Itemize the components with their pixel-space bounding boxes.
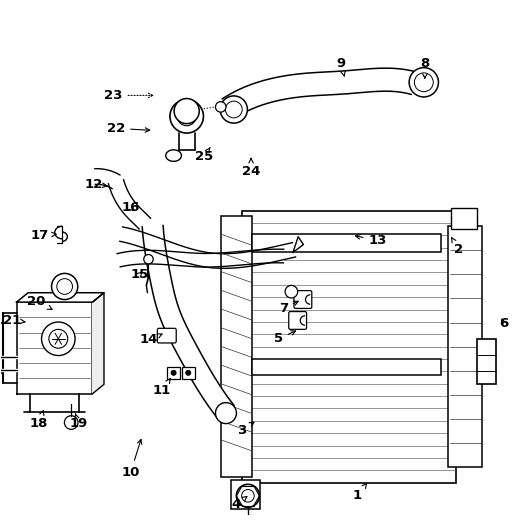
Text: 11: 11 xyxy=(153,379,171,397)
Text: 12: 12 xyxy=(85,178,107,191)
Polygon shape xyxy=(120,227,296,268)
Circle shape xyxy=(171,370,176,375)
Text: 24: 24 xyxy=(242,158,260,178)
Bar xyxy=(252,234,440,252)
Polygon shape xyxy=(17,293,104,302)
Text: 13: 13 xyxy=(355,234,387,247)
Circle shape xyxy=(215,101,226,112)
Text: 4: 4 xyxy=(232,496,247,511)
Text: 22: 22 xyxy=(107,122,150,135)
Polygon shape xyxy=(17,302,92,394)
Circle shape xyxy=(51,273,78,299)
Text: 25: 25 xyxy=(195,147,213,163)
Text: 15: 15 xyxy=(130,268,149,281)
Text: 5: 5 xyxy=(274,331,296,345)
Polygon shape xyxy=(95,169,120,189)
Circle shape xyxy=(186,370,191,375)
Bar xyxy=(220,216,252,477)
Circle shape xyxy=(238,487,253,502)
Bar xyxy=(252,358,440,375)
Text: 21: 21 xyxy=(3,314,25,327)
Circle shape xyxy=(409,67,438,97)
Text: 16: 16 xyxy=(121,201,140,215)
Text: 18: 18 xyxy=(29,410,48,430)
Text: 20: 20 xyxy=(27,295,52,310)
Circle shape xyxy=(414,73,433,92)
Polygon shape xyxy=(109,179,151,229)
Circle shape xyxy=(57,279,72,294)
Text: 14: 14 xyxy=(140,333,162,346)
Circle shape xyxy=(49,329,68,348)
Circle shape xyxy=(65,416,78,430)
Bar xyxy=(167,366,180,379)
Polygon shape xyxy=(222,68,417,118)
FancyBboxPatch shape xyxy=(289,312,307,329)
Polygon shape xyxy=(117,249,284,267)
Text: 10: 10 xyxy=(121,440,142,479)
Circle shape xyxy=(144,254,153,264)
Circle shape xyxy=(174,99,200,124)
Circle shape xyxy=(242,490,254,502)
Circle shape xyxy=(170,100,204,133)
Bar xyxy=(242,210,456,483)
Circle shape xyxy=(220,96,247,123)
Circle shape xyxy=(177,107,196,126)
FancyBboxPatch shape xyxy=(294,290,312,309)
Polygon shape xyxy=(142,226,234,418)
Bar xyxy=(182,366,195,379)
Circle shape xyxy=(215,402,236,424)
Circle shape xyxy=(285,285,298,298)
Text: 23: 23 xyxy=(104,89,153,102)
Text: 17: 17 xyxy=(31,229,56,242)
Text: 1: 1 xyxy=(352,484,366,502)
Circle shape xyxy=(41,322,75,356)
Polygon shape xyxy=(92,293,104,394)
Bar xyxy=(231,480,260,509)
Circle shape xyxy=(225,101,242,118)
Text: 19: 19 xyxy=(69,414,88,430)
Bar xyxy=(451,208,477,229)
Circle shape xyxy=(236,484,259,507)
Text: 7: 7 xyxy=(279,301,298,315)
Polygon shape xyxy=(293,237,303,252)
Bar xyxy=(477,339,496,384)
Text: 9: 9 xyxy=(337,57,345,76)
Text: 8: 8 xyxy=(420,57,429,78)
Text: 2: 2 xyxy=(452,238,464,256)
FancyBboxPatch shape xyxy=(158,328,176,343)
Bar xyxy=(448,226,482,467)
Text: 6: 6 xyxy=(499,316,508,330)
Text: 3: 3 xyxy=(237,422,254,437)
